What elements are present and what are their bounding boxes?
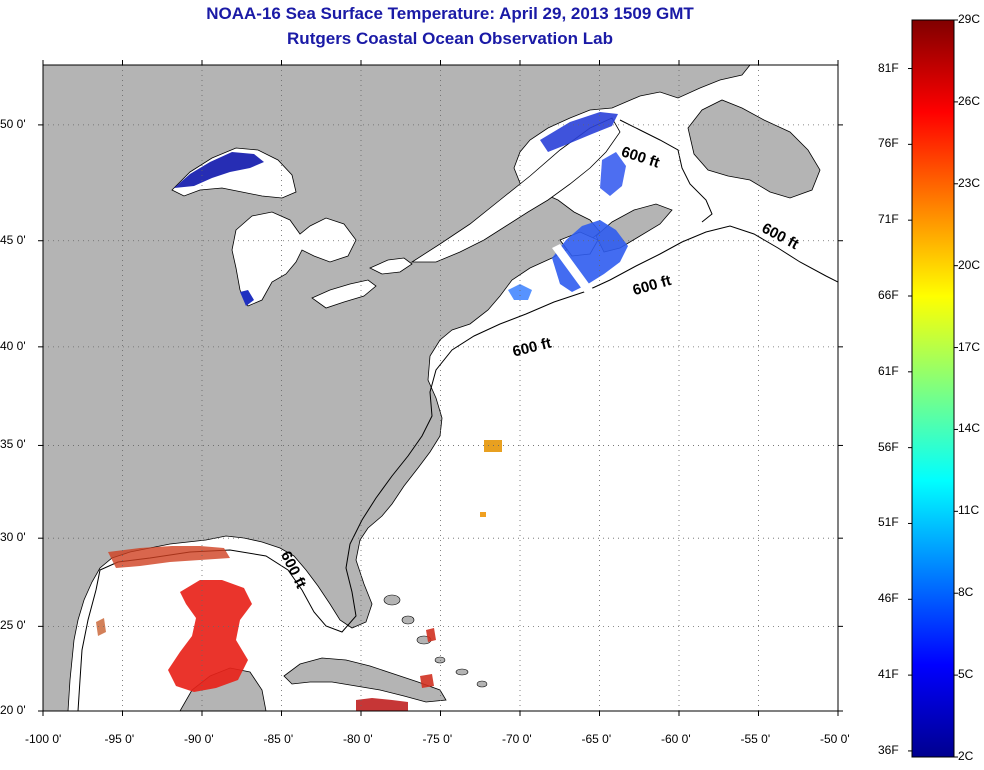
axis-ticks: [38, 60, 843, 716]
colorbar: [911, 19, 955, 758]
map-subtitle: Rutgers Coastal Ocean Observation Lab: [287, 29, 613, 48]
sst-swath-gap: [552, 244, 598, 300]
x-tick-label: -85 0': [263, 732, 294, 746]
sst-gulf-of-mexico-warm: [168, 580, 252, 692]
colorbar-c-label: 11C: [958, 503, 980, 518]
colorbar-c-label: 20C: [958, 257, 981, 272]
sst-caribbean-warm: [356, 698, 408, 711]
x-tick-label: -60 0': [661, 732, 691, 746]
colorbar-f-label: 61F: [878, 363, 899, 378]
y-tick-label: 35 0': [0, 437, 26, 452]
x-tick-label: -100 0': [25, 732, 62, 746]
map-title: NOAA-16 Sea Surface Temperature: April 2…: [206, 4, 694, 23]
colorbar-f-label: 76F: [878, 136, 899, 151]
y-tick-label: 50 0': [0, 116, 26, 131]
x-tick-label: -65 0': [581, 732, 612, 746]
y-tick-label: 40 0': [0, 338, 26, 353]
sst-st-lawrence-cold: [540, 112, 618, 152]
colorbar-f-label: 41F: [878, 667, 899, 682]
colorbar-f-label: 36F: [878, 742, 899, 757]
depth-contour-600ft: [95, 225, 838, 633]
colorbar-c-label: 5C: [958, 667, 974, 682]
sst-lake-michigan-cold: [240, 290, 254, 306]
depth-contour-600ft-gulf-west: [77, 589, 97, 711]
colorbar-f-label: 71F: [878, 212, 899, 227]
colorbar-f-label: 56F: [878, 439, 899, 454]
sst-gulfstream-warm-spot: [484, 440, 502, 452]
x-tick-label: -90 0': [184, 732, 214, 746]
x-tick-label: -80 0': [343, 732, 373, 746]
colorbar-c-label: 17C: [958, 339, 981, 354]
lake-erie: [311, 279, 377, 309]
x-tick-label: -55 0': [740, 732, 771, 746]
colorbar-c-label: 8C: [958, 585, 974, 600]
lake-ontario: [369, 257, 413, 275]
sst-maine-coast-cold: [508, 284, 532, 300]
sst-gulf-st-lawrence-cold: [600, 152, 626, 196]
st-lawrence-river: [410, 117, 621, 263]
y-tick-label: 30 0': [0, 530, 26, 545]
x-tick-label: -95 0': [104, 732, 135, 746]
lake-superior: [171, 147, 297, 199]
bahamas-islands: [383, 594, 488, 688]
colorbar-c-label: 14C: [958, 421, 981, 436]
y-tick-label: 25 0': [0, 618, 26, 633]
colorbar-f-label: 81F: [878, 60, 899, 75]
land-newfoundland: [687, 99, 821, 199]
colorbar-c-label: 23C: [958, 175, 981, 190]
sst-lake-superior-cold: [174, 152, 264, 188]
colorbar-f-label: 66F: [878, 287, 899, 302]
y-tick-label: 45 0': [0, 232, 26, 247]
land-cuba: [283, 657, 447, 703]
colorbar-ticks: [908, 19, 958, 758]
colorbar-c-label: 2C: [958, 749, 974, 763]
sst-gulf-north-warm: [108, 546, 230, 568]
colorbar-f-label: 46F: [878, 591, 899, 606]
sst-gulf-west-warm: [96, 618, 106, 636]
depth-contour-600ft-gulf-of-st-lawrence: [619, 119, 713, 223]
sst-gulfstream-warm-spot2: [480, 512, 486, 517]
x-tick-label: -75 0': [422, 732, 453, 746]
sst-cuba-north-warm: [420, 674, 434, 688]
y-tick-label: 20 0': [0, 703, 26, 717]
sst-bahamas-warm: [426, 628, 436, 642]
colorbar-c-label: 29C: [958, 12, 981, 26]
colorbar-c-label: 26C: [958, 93, 981, 108]
x-tick-label: -50 0': [820, 732, 850, 746]
x-tick-label: -70 0': [502, 732, 532, 746]
colorbar-f-label: 51F: [878, 515, 899, 530]
